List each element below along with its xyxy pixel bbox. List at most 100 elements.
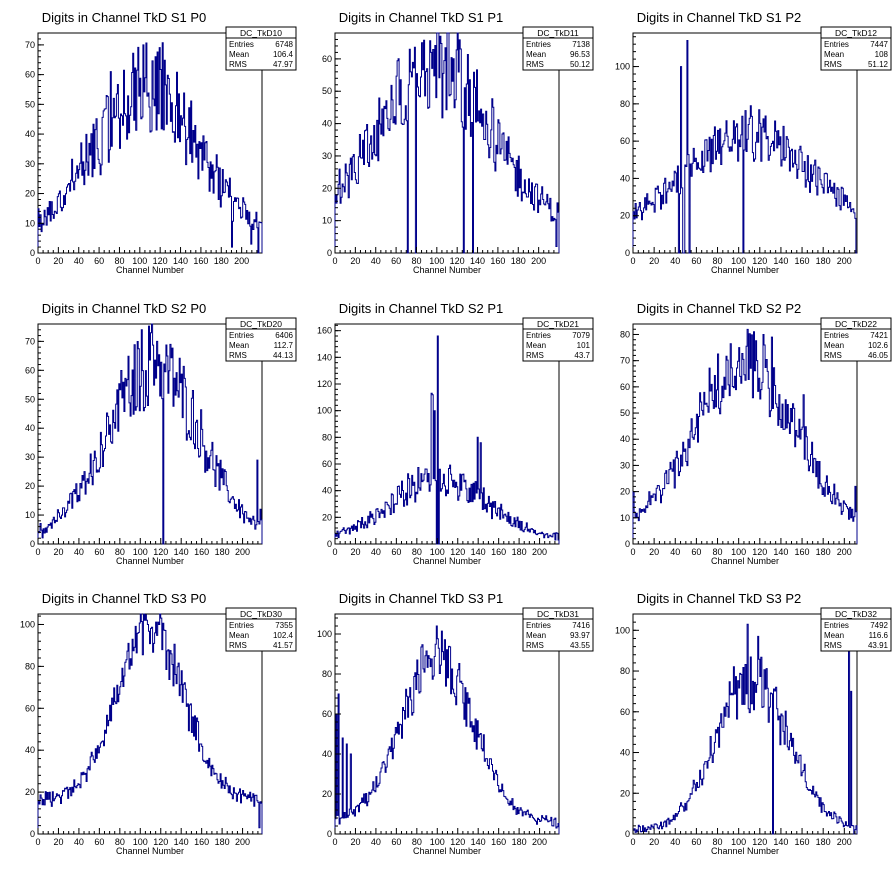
x-tick-label: 160 — [194, 547, 209, 557]
x-tick-label: 60 — [391, 547, 401, 557]
stats-box — [820, 607, 892, 652]
x-axis-title: Channel Number — [711, 846, 779, 856]
stats-value: 112.7 — [274, 341, 294, 350]
x-tick-label: 60 — [391, 256, 401, 266]
x-tick-label: 20 — [53, 837, 63, 847]
y-tick-label: 70 — [25, 336, 35, 346]
stats-value: 93.97 — [570, 631, 591, 640]
y-tick-label: 80 — [322, 669, 332, 679]
y-tick-label: 70 — [25, 40, 35, 50]
stats-label: RMS — [229, 351, 247, 360]
x-tick-label: 100 — [430, 547, 445, 557]
chart-title: Digits in Channel TkD S3 P2 — [637, 591, 802, 606]
stats-value: 6406 — [275, 331, 293, 340]
stats-value: 41.57 — [273, 641, 294, 650]
y-tick-label: 50 — [322, 86, 332, 96]
x-tick-label: 200 — [837, 256, 852, 266]
y-tick-label: 40 — [322, 749, 332, 759]
y-tick-label: 10 — [322, 216, 332, 226]
x-tick-label: 80 — [411, 256, 421, 266]
x-tick-label: 40 — [74, 837, 84, 847]
y-tick-label: 0 — [30, 829, 35, 839]
y-tick-label: 40 — [25, 423, 35, 433]
stats-label: Entries — [824, 331, 849, 340]
x-tick-label: 160 — [795, 547, 810, 557]
stats-label: RMS — [824, 351, 842, 360]
stats-box — [820, 26, 892, 71]
stats-box — [522, 26, 594, 71]
stats-label: Mean — [229, 631, 249, 640]
x-tick-label: 40 — [670, 547, 680, 557]
stats-histogram-name: DC_TkD31 — [537, 609, 579, 619]
y-tick-label: 40 — [322, 486, 332, 496]
y-tick-label: 100 — [615, 625, 630, 635]
stats-histogram-name: DC_TkD12 — [835, 28, 877, 38]
stats-label: Entries — [526, 40, 551, 49]
y-tick-label: 140 — [317, 352, 332, 362]
y-tick-label: 0 — [327, 539, 332, 549]
stats-value: 43.91 — [868, 641, 889, 650]
x-tick-label: 20 — [53, 256, 63, 266]
x-tick-label: 120 — [450, 256, 465, 266]
stats-label: Entries — [824, 621, 849, 630]
stats-label: Entries — [229, 331, 254, 340]
y-tick-label: 60 — [25, 703, 35, 713]
x-tick-label: 20 — [649, 256, 659, 266]
y-tick-label: 10 — [25, 218, 35, 228]
y-tick-label: 100 — [20, 619, 35, 629]
x-tick-label: 40 — [670, 256, 680, 266]
x-tick-label: 100 — [429, 256, 444, 266]
x-tick-label: 140 — [471, 837, 486, 847]
y-tick-label: 80 — [620, 329, 630, 339]
x-tick-label: 0 — [35, 837, 40, 847]
stats-histogram-name: DC_TkD20 — [240, 319, 282, 329]
histogram-series — [37, 42, 263, 254]
x-tick-label: 160 — [491, 837, 506, 847]
y-tick-label: 30 — [322, 151, 332, 161]
x-tick-label: 180 — [215, 547, 230, 557]
stats-value: 50.12 — [570, 60, 591, 69]
stats-value: 51.12 — [868, 60, 889, 69]
histogram-panel: Digits in Channel TkD S2 P1 0 20 40 60 80 100 1… — [317, 301, 594, 566]
x-axis-title: Channel Number — [711, 265, 779, 275]
x-tick-label: 120 — [752, 837, 767, 847]
x-axis-title: Channel Number — [413, 265, 481, 275]
x-tick-label: 160 — [193, 256, 208, 266]
y-tick-label: 60 — [620, 136, 630, 146]
histogram-series — [632, 40, 857, 254]
x-tick-label: 60 — [94, 256, 104, 266]
stats-value: 108 — [875, 50, 889, 59]
stats-value: 101 — [577, 341, 591, 350]
x-tick-label: 180 — [511, 256, 526, 266]
x-tick-label: 200 — [235, 837, 250, 847]
x-tick-label: 200 — [532, 837, 547, 847]
stats-label: Entries — [526, 621, 551, 630]
x-tick-label: 160 — [194, 837, 209, 847]
x-tick-label: 120 — [450, 837, 465, 847]
x-tick-label: 80 — [713, 256, 723, 266]
y-tick-label: 100 — [317, 406, 332, 416]
chart-title: Digits in Channel TkD S3 P1 — [339, 591, 504, 606]
stats-histogram-name: DC_TkD32 — [835, 609, 877, 619]
stats-label: RMS — [824, 60, 842, 69]
stats-value: 7416 — [572, 621, 590, 630]
y-tick-label: 50 — [25, 99, 35, 109]
x-tick-label: 200 — [531, 256, 546, 266]
x-tick-label: 0 — [332, 547, 337, 557]
y-tick-label: 30 — [620, 460, 630, 470]
x-tick-label: 60 — [691, 256, 701, 266]
x-tick-label: 60 — [691, 837, 701, 847]
stats-label: RMS — [526, 641, 544, 650]
y-tick-label: 60 — [322, 709, 332, 719]
x-tick-label: 180 — [512, 837, 527, 847]
x-axis-title: Channel Number — [413, 846, 481, 856]
y-tick-label: 70 — [620, 356, 630, 366]
x-tick-label: 120 — [153, 837, 168, 847]
y-tick-label: 20 — [25, 481, 35, 491]
stats-value: 43.55 — [570, 641, 591, 650]
x-tick-label: 100 — [132, 256, 147, 266]
y-tick-label: 50 — [620, 408, 630, 418]
histogram-panel: Digits in Channel TkD S2 P00 20 40 60 80 100 1… — [25, 301, 297, 566]
x-tick-label: 80 — [115, 547, 125, 557]
